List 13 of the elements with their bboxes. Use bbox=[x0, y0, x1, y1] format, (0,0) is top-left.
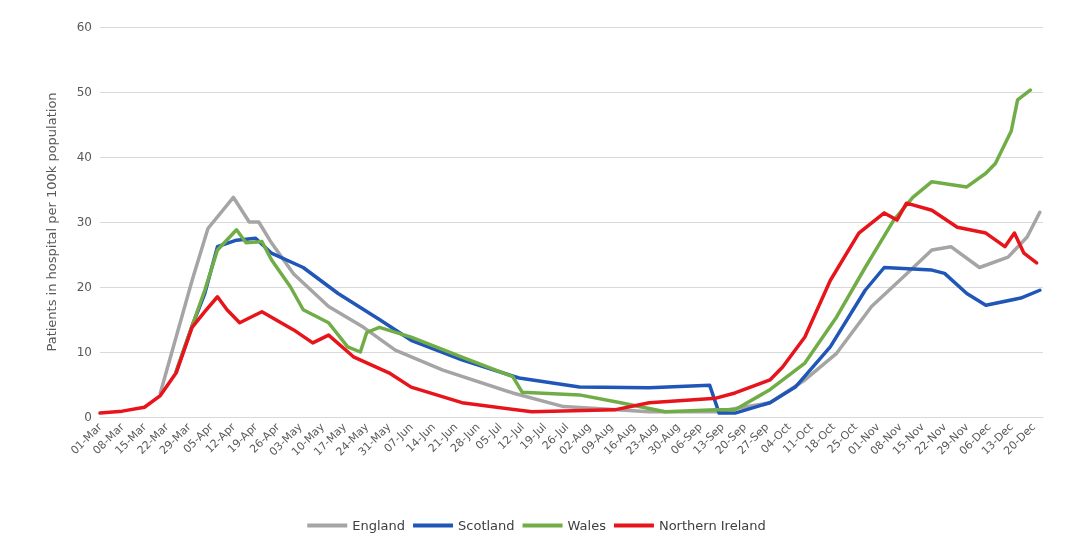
y-tick-label: 30 bbox=[76, 215, 92, 229]
y-tick-label: 20 bbox=[76, 280, 92, 294]
line-series bbox=[174, 88, 1033, 414]
legend-label: England bbox=[352, 518, 406, 533]
legend-label: Scotland bbox=[458, 518, 515, 533]
y-tick-label: 10 bbox=[76, 345, 92, 359]
y-tick-label: 40 bbox=[76, 150, 92, 164]
legend-label: Wales bbox=[567, 518, 607, 533]
legend-label: Northern Ireland bbox=[658, 518, 766, 533]
y-tick-label: 50 bbox=[76, 85, 92, 99]
y-axis-title: Patients in hospital per 100k population bbox=[44, 92, 59, 352]
y-tick-label: 0 bbox=[84, 410, 92, 424]
y-tick-label: 60 bbox=[76, 20, 92, 34]
